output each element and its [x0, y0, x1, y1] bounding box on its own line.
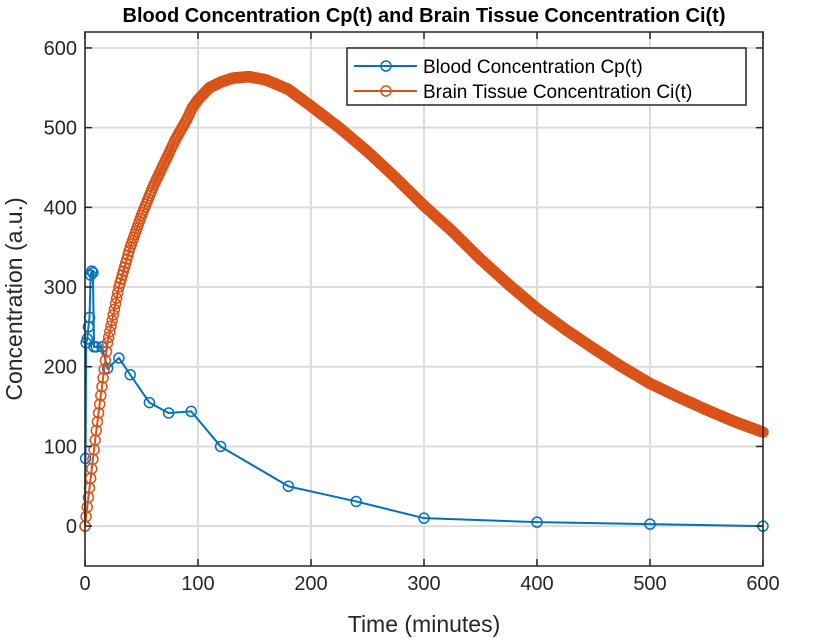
y-tick-label: 400 [44, 197, 77, 219]
data-point [87, 266, 99, 279]
legend-label-brain: Brain Tissue Concentration Ci(t) [423, 82, 692, 103]
chart-title: Blood Concentration Cp(t) and Brain Tiss… [123, 5, 726, 27]
data-point [124, 368, 136, 381]
series-layer [79, 70, 769, 532]
data-point [86, 265, 98, 277]
legend-marker-brain [380, 85, 392, 97]
marker [109, 298, 122, 310]
marker [95, 389, 107, 402]
x-axis-label: Time (minutes) [348, 611, 501, 637]
x-tick-label: 600 [746, 573, 779, 595]
y-tick-label: 300 [44, 277, 77, 299]
marker [108, 303, 121, 316]
marker [98, 363, 110, 375]
marker [104, 325, 116, 338]
y-tick-label: 600 [44, 38, 77, 60]
marker [102, 331, 115, 344]
data-point [113, 352, 125, 364]
x-tick-label: 400 [520, 573, 553, 595]
x-tick-label: 300 [407, 573, 440, 595]
data-point [185, 405, 197, 418]
marker [92, 407, 105, 419]
data-point [418, 512, 430, 524]
marker [110, 292, 123, 304]
data-point [81, 333, 94, 345]
marker [99, 354, 112, 367]
marker [96, 380, 108, 393]
data-point [350, 495, 362, 508]
data-point [162, 407, 175, 419]
x-tick-label: 0 [79, 573, 90, 595]
x-tick-label: 500 [633, 573, 666, 595]
legend-box [346, 47, 747, 106]
marker [107, 309, 119, 321]
y-axis-label: Concentration (a.u.) [1, 197, 27, 400]
ticks: 0 100 200 300 400 500 600 0 100 200 300 400 500 600 [44, 32, 780, 595]
y-tick-label: 0 [66, 516, 77, 538]
legend: Blood Concentration Cp(t) Brain Tissue C… [346, 47, 747, 106]
y-tick-label: 200 [44, 357, 77, 379]
data-point [143, 396, 156, 409]
y-tick-label: 500 [44, 118, 77, 140]
data-point [90, 424, 103, 437]
marker [93, 398, 106, 410]
marker [97, 372, 109, 384]
y-tick-label: 100 [44, 436, 77, 458]
data-point [644, 518, 656, 530]
data-point [214, 440, 227, 453]
data-point [531, 516, 543, 528]
data-point [90, 341, 103, 353]
series-line [84, 268, 764, 528]
data-point [101, 337, 114, 349]
x-tick-label: 200 [294, 573, 327, 595]
legend-label-blood: Blood Concentration Cp(t) [423, 57, 643, 78]
series-brain [79, 70, 769, 532]
marker [106, 314, 118, 327]
marker [105, 320, 117, 332]
marker [91, 415, 104, 428]
series-blood [79, 265, 769, 532]
legend-marker-blood [380, 60, 392, 72]
marker [100, 345, 113, 358]
data-point [282, 480, 295, 493]
x-tick-label: 100 [181, 573, 214, 595]
